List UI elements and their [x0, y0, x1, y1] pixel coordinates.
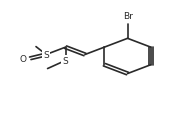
Text: S: S: [63, 56, 68, 65]
Text: Br: Br: [123, 12, 133, 21]
Text: S: S: [43, 51, 49, 60]
Text: O: O: [20, 54, 27, 63]
